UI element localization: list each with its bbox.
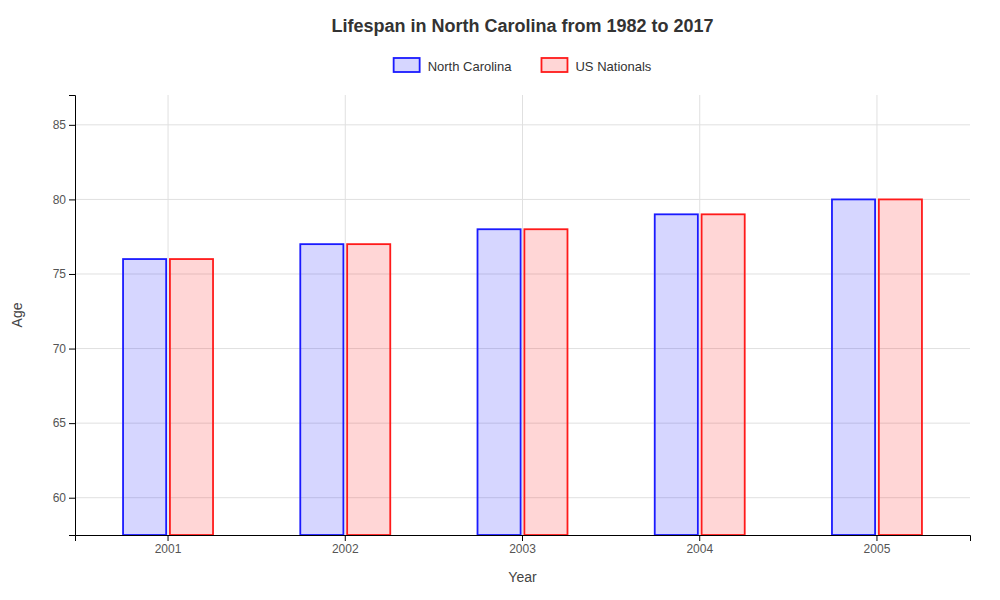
y-axis-line	[69, 96, 76, 536]
legend-item: US Nationals	[541, 58, 651, 74]
y-tick-label: 60	[53, 491, 67, 505]
plot: 2001 2002 2003 2004 2005 60 65 70 75 80 85	[53, 95, 971, 556]
y-tick-label: 80	[53, 193, 67, 207]
y-tick: 85	[53, 118, 75, 132]
legend-item: North Carolina	[394, 58, 513, 74]
x-tick: 2005	[864, 535, 891, 556]
x-tick-label: 2002	[332, 542, 359, 556]
x-grid-line	[699, 95, 700, 535]
bar	[170, 259, 213, 535]
y-tick-label: 65	[53, 416, 67, 430]
x-tick-label: 2001	[155, 542, 182, 556]
x-grid-line	[345, 95, 346, 535]
y-axis: 60 65 70 75 80 85	[53, 96, 76, 536]
x-tick-mark	[168, 535, 169, 541]
x-axis: 2001 2002 2003 2004 2005	[76, 535, 971, 556]
y-tick-mark	[69, 498, 75, 499]
y-tick-mark	[69, 349, 75, 350]
bar	[347, 244, 390, 535]
x-tick: 2002	[332, 535, 359, 556]
chart: 2001 2002 2003 2004 2005 60 65 70 75 80 85 Year Age L…	[0, 0, 1000, 600]
x-tick-label: 2005	[864, 542, 891, 556]
y-tick-mark	[69, 199, 75, 200]
x-tick: 2003	[509, 535, 536, 556]
y-tick-label: 85	[53, 118, 67, 132]
title: Lifespan in North Carolina from 1982 to …	[331, 16, 713, 36]
grid	[75, 95, 970, 535]
x-tick-mark	[345, 535, 346, 541]
x-tick: 2001	[155, 535, 182, 556]
y-tick: 80	[53, 193, 75, 207]
legend-label: North Carolina	[428, 59, 513, 74]
y-axis-title: Age	[9, 302, 25, 327]
legend-swatch	[541, 58, 567, 72]
legend-label: US Nationals	[575, 59, 651, 74]
y-tick-label: 70	[53, 342, 67, 356]
y-tick: 65	[53, 416, 75, 430]
bar	[832, 199, 875, 535]
x-tick-mark	[699, 535, 700, 541]
x-grid-line	[168, 95, 169, 535]
x-tick: 2004	[686, 535, 713, 556]
bar	[702, 214, 745, 535]
x-axis-line	[76, 536, 971, 542]
bar	[478, 229, 521, 535]
y-tick-mark	[69, 125, 75, 126]
x-grid-line	[522, 95, 523, 535]
y-tick-mark	[69, 274, 75, 275]
y-tick: 70	[53, 342, 75, 356]
x-axis-title: Year	[508, 569, 537, 585]
x-tick-label: 2003	[509, 542, 536, 556]
bar	[524, 229, 567, 535]
legend: North Carolina US Nationals	[394, 58, 652, 74]
x-tick-mark	[522, 535, 523, 541]
bar	[300, 244, 343, 535]
y-tick-label: 75	[53, 267, 67, 281]
bar	[879, 199, 922, 535]
bars	[123, 199, 922, 535]
x-tick-mark	[876, 535, 877, 541]
x-tick-label: 2004	[686, 542, 713, 556]
legend-swatch	[394, 58, 420, 72]
y-tick: 75	[53, 267, 75, 281]
bar	[123, 259, 166, 535]
bar	[655, 214, 698, 535]
y-tick: 60	[53, 491, 75, 505]
y-tick-mark	[69, 423, 75, 424]
x-grid-line	[876, 95, 877, 535]
